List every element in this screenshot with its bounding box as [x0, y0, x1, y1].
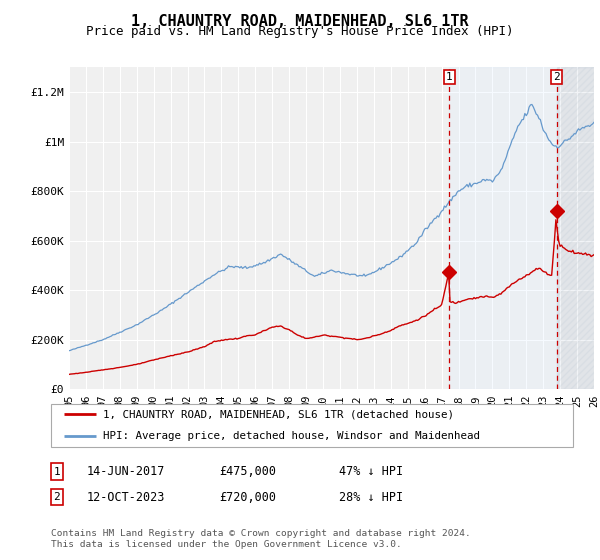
Text: 14-JUN-2017: 14-JUN-2017 [87, 465, 166, 478]
Bar [449, 67, 557, 389]
Text: Price paid vs. HM Land Registry's House Price Index (HPI): Price paid vs. HM Land Registry's House … [86, 25, 514, 38]
Text: 28% ↓ HPI: 28% ↓ HPI [339, 491, 403, 504]
Text: 2: 2 [553, 72, 560, 82]
Text: This data is licensed under the Open Government Licence v3.0.: This data is licensed under the Open Gov… [51, 540, 402, 549]
Text: 12-OCT-2023: 12-OCT-2023 [87, 491, 166, 504]
Text: 1: 1 [446, 72, 452, 82]
Text: £475,000: £475,000 [219, 465, 276, 478]
Bar [557, 67, 598, 389]
Text: 47% ↓ HPI: 47% ↓ HPI [339, 465, 403, 478]
Text: HPI: Average price, detached house, Windsor and Maidenhead: HPI: Average price, detached house, Wind… [103, 431, 481, 441]
Text: 2: 2 [53, 492, 61, 502]
Text: 1, CHAUNTRY ROAD, MAIDENHEAD, SL6 1TR: 1, CHAUNTRY ROAD, MAIDENHEAD, SL6 1TR [131, 14, 469, 29]
Text: 1: 1 [53, 466, 61, 477]
FancyBboxPatch shape [50, 404, 574, 447]
Text: £720,000: £720,000 [219, 491, 276, 504]
Text: 1, CHAUNTRY ROAD, MAIDENHEAD, SL6 1TR (detached house): 1, CHAUNTRY ROAD, MAIDENHEAD, SL6 1TR (d… [103, 409, 454, 419]
Text: Contains HM Land Registry data © Crown copyright and database right 2024.: Contains HM Land Registry data © Crown c… [51, 529, 471, 538]
Bar [557, 67, 598, 389]
